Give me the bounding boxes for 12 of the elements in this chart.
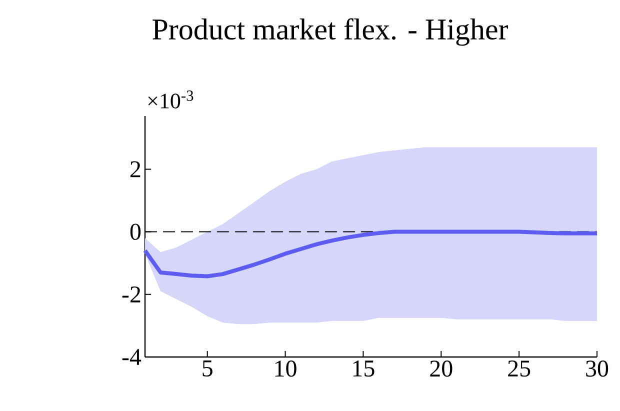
y-tick-label: 2: [130, 161, 140, 178]
x-tick-label: 10: [275, 360, 296, 377]
y-tick-label: -4: [122, 349, 142, 365]
y-tick-label: 0: [130, 224, 141, 240]
text: ×10$^{-3}$: [148, 90, 194, 108]
chart-title: Product market flex. - Higher: [152, 18, 508, 46]
x-tick-label: 30: [586, 360, 608, 377]
x-tick-label: 15: [353, 360, 374, 377]
y-tick-label: -2: [122, 286, 140, 302]
x-tick-label: 25: [508, 360, 530, 377]
x-tick-label: 20: [430, 360, 452, 377]
x-tick-label: 5: [202, 360, 212, 376]
